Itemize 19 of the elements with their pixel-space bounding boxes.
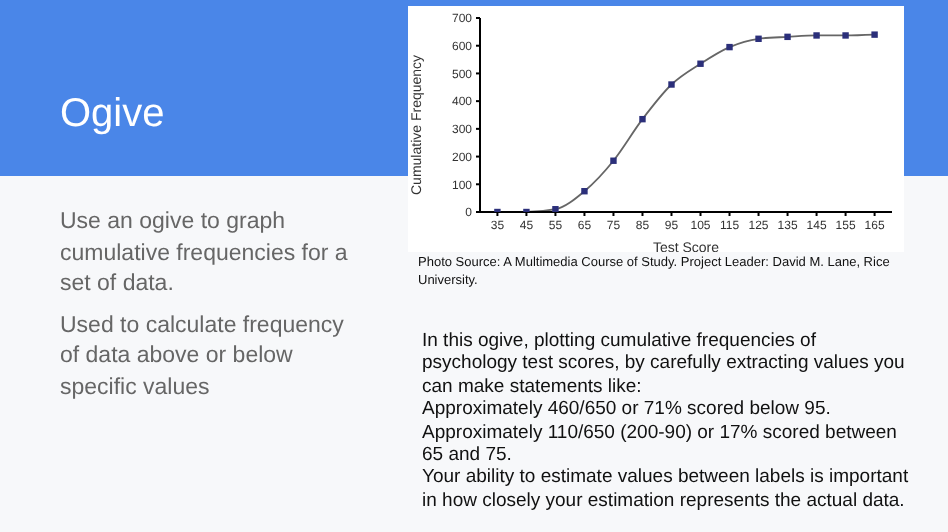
text: Approximately 460/650 or 71% scored below 95. — [422, 398, 833, 422]
point — [813, 32, 820, 39]
text: Used to calculate frequency of data above or below specific values — [60, 311, 346, 403]
point — [552, 206, 559, 212]
point — [726, 43, 733, 51]
point — [668, 81, 675, 88]
text: Your ability to estimate values between labels is important in how closely your estimation represents the actual data. — [422, 466, 911, 513]
text: Ogive — [60, 92, 165, 138]
point — [871, 31, 878, 38]
text: In this ogive, plotting cumulative frequencies of psychology test scores, by carefully extracting values you can make statements like: — [422, 330, 907, 399]
point — [842, 32, 849, 39]
point — [581, 188, 588, 195]
point — [639, 115, 646, 123]
text: Use an ogive to graph cumulative frequencies for a set of data. — [60, 208, 350, 300]
text: Approximately 110/650 (200-90) or 17% scored between 65 and 75. — [422, 421, 899, 467]
point — [697, 60, 704, 67]
point — [784, 33, 791, 41]
point — [610, 157, 617, 164]
point — [755, 35, 762, 42]
